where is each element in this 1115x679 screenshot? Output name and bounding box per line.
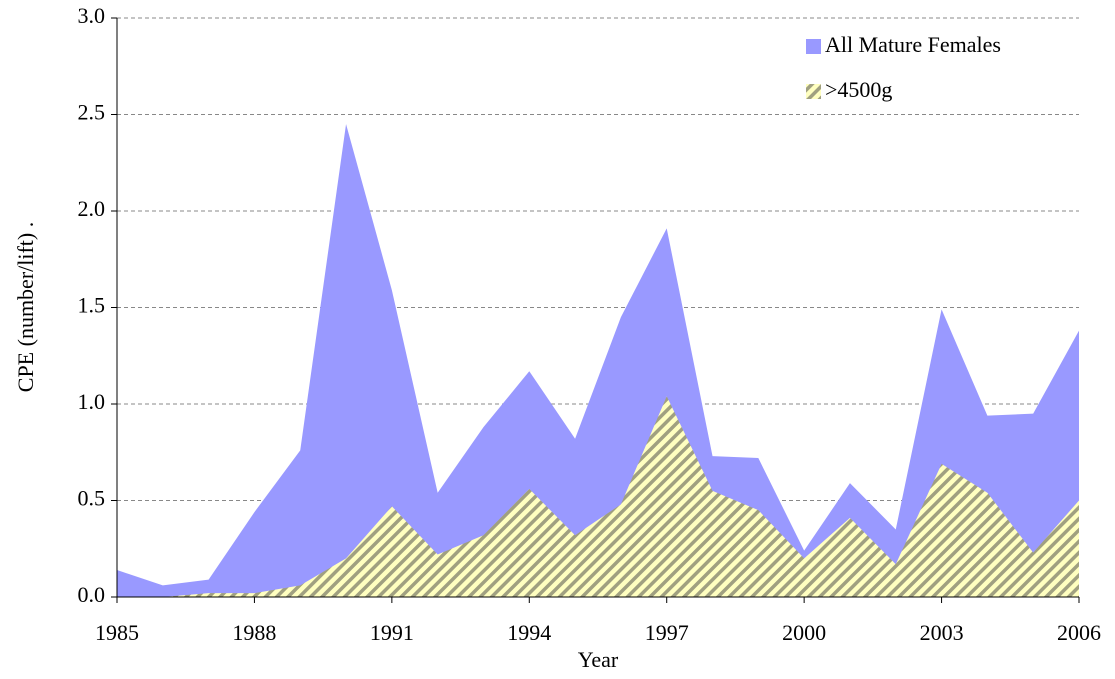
x-tick-label: 1988	[232, 620, 276, 645]
y-tick-label: 2.0	[78, 196, 106, 221]
legend-label: >4500g	[825, 77, 892, 102]
area	[117, 396, 1079, 597]
y-tick-label: 3.0	[78, 3, 106, 28]
legend-label: All Mature Females	[825, 32, 1001, 57]
x-tick-label: 1991	[370, 620, 414, 645]
legend-swatch	[806, 84, 821, 99]
x-tick-label: 2006	[1057, 620, 1101, 645]
y-tick-label: 1.5	[78, 293, 106, 318]
x-tick-label: 1997	[645, 620, 689, 645]
y-tick-label: 1.0	[78, 389, 106, 414]
y-axis-label: CPE (number/lift) .	[13, 222, 38, 392]
y-tick-label: 0.5	[78, 486, 106, 511]
y-tick-label: 2.5	[78, 100, 106, 125]
area	[117, 124, 1079, 598]
x-tick-label: 1985	[95, 620, 139, 645]
x-tick-label: 1994	[507, 620, 551, 645]
y-tick-label: 0.0	[78, 582, 106, 607]
legend-swatch	[806, 39, 821, 54]
x-tick-label: 2000	[782, 620, 826, 645]
x-axis-label: Year	[578, 647, 619, 672]
x-tick-label: 2003	[920, 620, 964, 645]
